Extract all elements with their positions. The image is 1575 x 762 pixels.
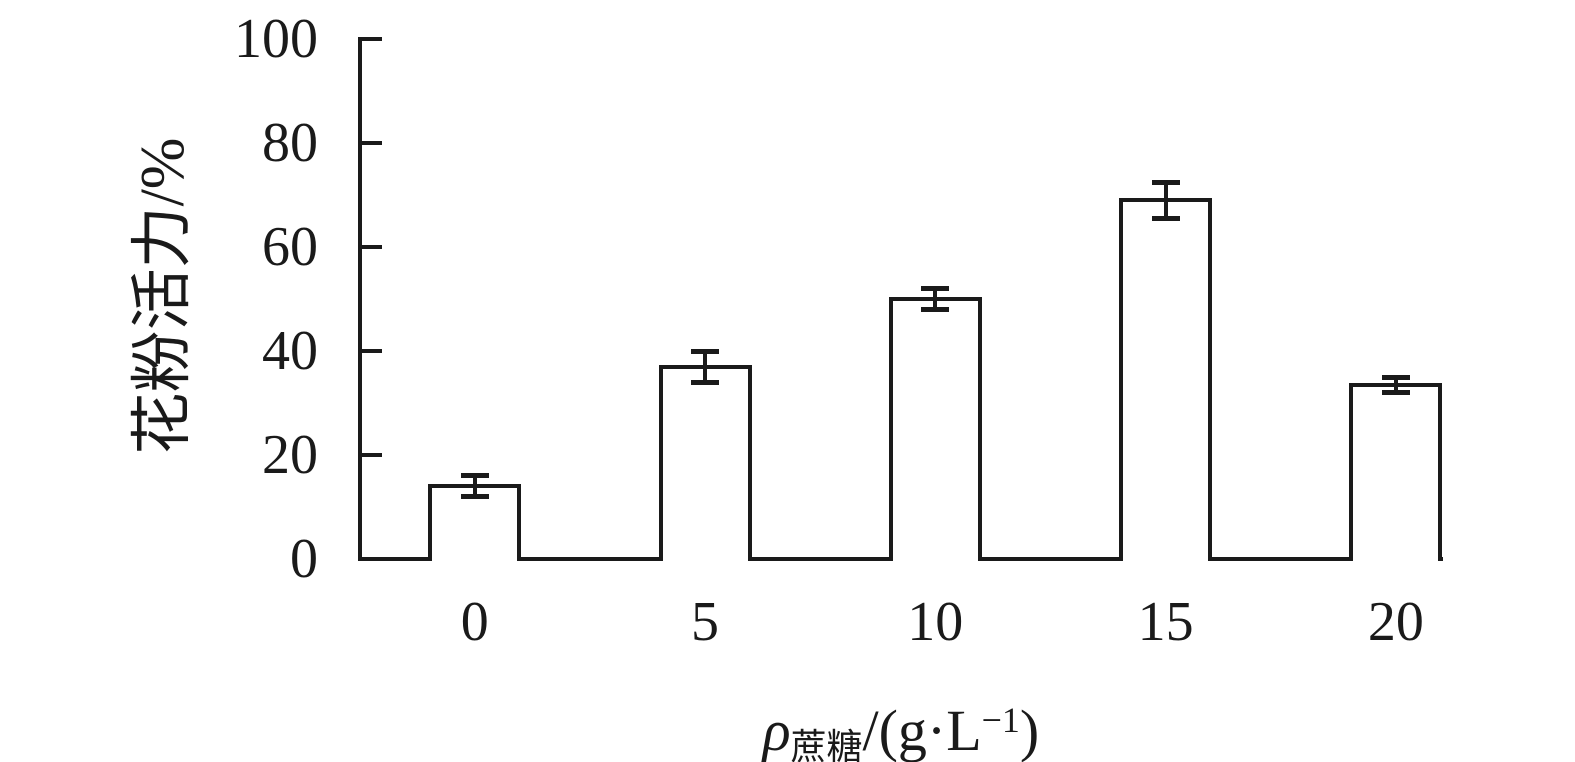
x-title-mid: /(g·L [862, 697, 982, 762]
error-bar-top-cap [921, 286, 950, 292]
y-tick-label: 0 [290, 528, 318, 590]
x-tick-label: 15 [1137, 591, 1194, 653]
x-tick-label: 10 [907, 591, 964, 653]
error-bar-bottom-cap [921, 306, 950, 312]
x-tick-label: 20 [1367, 591, 1424, 653]
error-bar-top-cap [1151, 179, 1180, 185]
x-title-rho-symbol: ρ [762, 697, 791, 762]
bar [658, 364, 752, 561]
y-axis-tick [362, 349, 382, 353]
x-title-superscript: −1 [981, 700, 1020, 740]
x-axis-title: ρ蔗糖/(g·L−1) [601, 684, 1201, 762]
y-tick-label: 60 [262, 216, 318, 278]
x-tick-label: 0 [460, 591, 489, 653]
error-bar-stem [1393, 377, 1398, 393]
y-axis-tick [362, 37, 382, 41]
y-tick-label: 100 [234, 8, 318, 70]
error-bar-top-cap [1381, 374, 1410, 380]
error-bar-bottom-cap [691, 379, 719, 385]
error-bar-stem [933, 288, 938, 310]
bar [1119, 198, 1213, 561]
y-axis-tick [362, 245, 382, 249]
x-title-subscript: 蔗糖 [790, 726, 863, 762]
y-tick-label: 80 [262, 112, 318, 174]
error-bar-top-cap [460, 473, 489, 479]
bar [1349, 382, 1443, 561]
error-bar-bottom-cap [1151, 215, 1180, 221]
error-bar-bottom-cap [460, 494, 489, 500]
y-tick-label: 20 [262, 424, 318, 486]
error-bar-bottom-cap [1381, 390, 1410, 396]
y-axis-tick [362, 453, 382, 457]
error-bar-stem [472, 475, 477, 497]
y-axis-tick [362, 141, 382, 145]
y-axis-title: 花粉活力/% [129, 137, 197, 455]
bar [888, 297, 982, 561]
x-tick-label: 5 [691, 591, 719, 653]
x-title-end: ) [1019, 697, 1040, 762]
y-tick-label: 40 [262, 320, 318, 382]
error-bar-stem [703, 351, 707, 383]
error-bar-top-cap [691, 348, 719, 354]
error-bar-stem [1163, 182, 1168, 219]
